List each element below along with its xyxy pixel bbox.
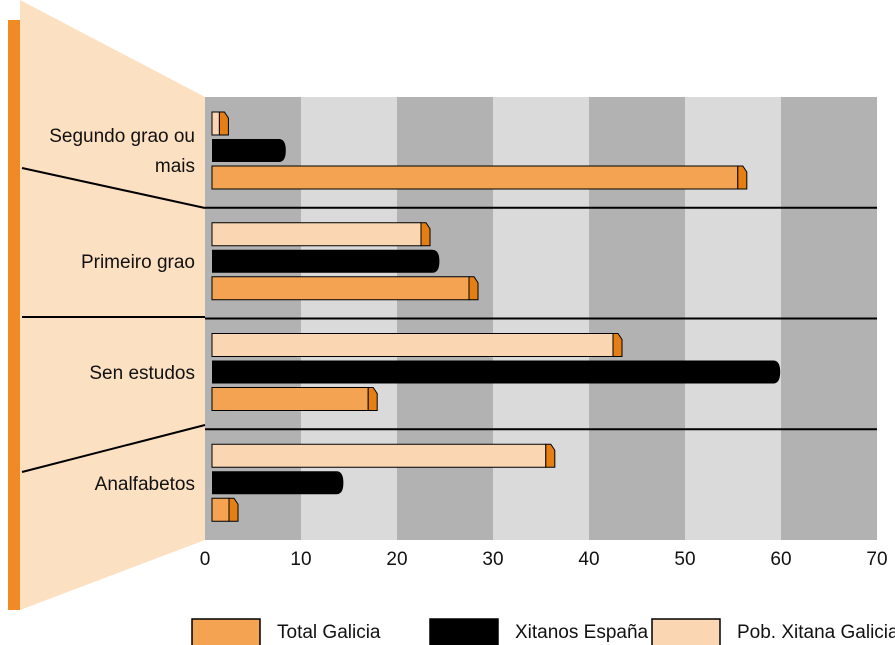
x-tick-label: 60 (770, 549, 791, 570)
legend-swatch (430, 619, 498, 645)
category-label: Segundo grao ou mais (45, 122, 195, 182)
x-tick-label: 20 (386, 549, 407, 570)
side-bar (8, 20, 20, 610)
bar-cap (738, 166, 747, 189)
bar (212, 388, 368, 411)
page: 0 10 20 30 40 50 60 70 Total Galicia Xitanos Espa… (0, 0, 895, 645)
bar (212, 277, 469, 300)
bar-cap (219, 112, 228, 135)
bar (212, 444, 546, 467)
bar (212, 112, 219, 135)
bar-cap (368, 388, 377, 411)
bar (212, 166, 738, 189)
legend-label: Pob. Xitana Galicia (737, 622, 895, 643)
bar (212, 361, 780, 384)
bar-cap (613, 334, 622, 357)
bar (212, 223, 421, 246)
bar (212, 471, 343, 494)
x-tick-label: 0 (200, 549, 211, 570)
legend-label: Xitanos España (515, 622, 649, 643)
side-panel (20, 0, 205, 610)
legend-swatch (652, 619, 720, 645)
bar (212, 498, 229, 521)
bar-cap (469, 277, 478, 300)
x-tick-label: 70 (866, 549, 887, 570)
category-label: Sen estudos (45, 359, 195, 389)
bar-cap (421, 223, 430, 246)
x-tick-label: 40 (578, 549, 599, 570)
bar-cap (229, 498, 238, 521)
x-tick-label: 30 (482, 549, 503, 570)
bar (212, 139, 286, 162)
legend-label: Total Galicia (277, 622, 381, 643)
bar (212, 334, 613, 357)
bar-cap (546, 444, 555, 467)
category-label: Analfabetos (45, 470, 195, 500)
bar (212, 250, 439, 273)
legend-swatch (192, 619, 260, 645)
category-label: Primeiro grao (45, 248, 195, 278)
x-tick-label: 50 (674, 549, 695, 570)
x-tick-label: 10 (290, 549, 311, 570)
chart: 0 10 20 30 40 50 60 70 Total Galicia Xitanos Espa… (0, 0, 895, 645)
